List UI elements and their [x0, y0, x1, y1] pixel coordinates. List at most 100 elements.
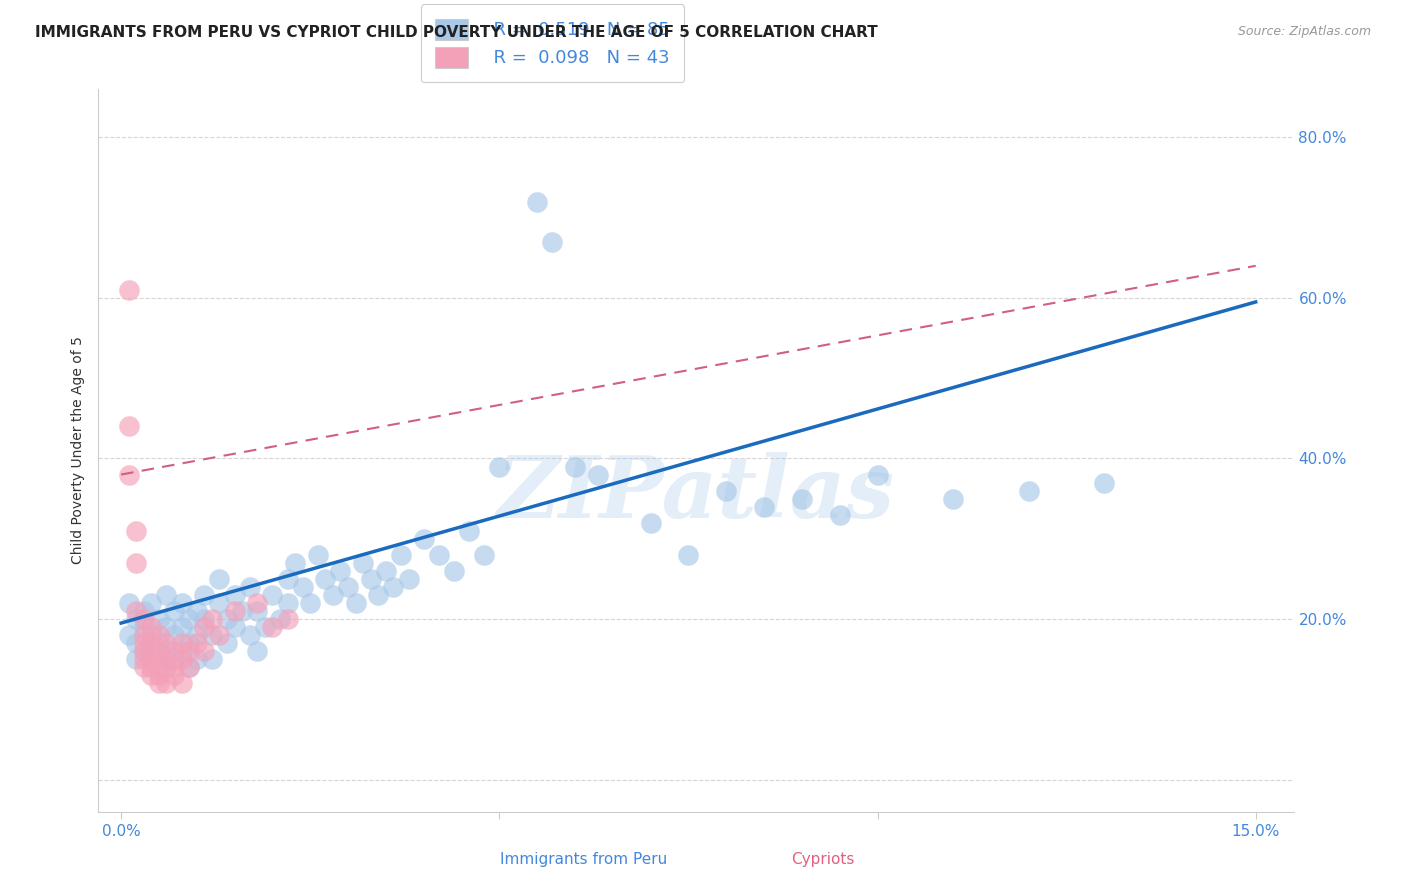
Point	[224, 604, 246, 618]
Point	[148, 628, 170, 642]
Point	[201, 612, 224, 626]
Point	[125, 556, 148, 570]
Point	[284, 556, 307, 570]
Point	[866, 467, 889, 482]
Point	[179, 636, 201, 650]
Point	[179, 660, 201, 674]
Point	[443, 564, 465, 578]
Point	[148, 676, 170, 690]
Point	[828, 508, 851, 522]
Point	[170, 652, 193, 666]
Point	[231, 604, 253, 618]
Point	[148, 668, 170, 682]
Point	[224, 588, 246, 602]
Point	[148, 612, 170, 626]
Point	[155, 652, 177, 666]
Point	[170, 620, 193, 634]
Point	[163, 668, 186, 682]
Point	[179, 644, 201, 658]
Point	[541, 235, 564, 249]
Point	[208, 596, 231, 610]
Point	[412, 532, 434, 546]
Point	[148, 644, 170, 658]
Point	[382, 580, 405, 594]
Point	[640, 516, 662, 530]
Text: Source: ZipAtlas.com: Source: ZipAtlas.com	[1237, 25, 1371, 38]
Point	[564, 459, 586, 474]
Point	[148, 636, 170, 650]
Point	[118, 419, 141, 434]
Point	[458, 524, 481, 538]
Point	[322, 588, 344, 602]
Point	[148, 660, 170, 674]
Point	[374, 564, 396, 578]
Point	[208, 628, 231, 642]
Point	[193, 644, 215, 658]
Point	[276, 612, 298, 626]
Point	[360, 572, 382, 586]
Point	[276, 572, 298, 586]
Point	[118, 596, 141, 610]
Text: Cypriots: Cypriots	[790, 852, 855, 867]
Point	[148, 652, 170, 666]
Point	[179, 612, 201, 626]
Point	[125, 612, 148, 626]
Point	[163, 644, 186, 658]
Point	[118, 283, 141, 297]
Point	[201, 652, 224, 666]
Point	[132, 612, 155, 626]
Point	[224, 620, 246, 634]
Point	[314, 572, 336, 586]
Point	[427, 548, 450, 562]
Point	[141, 628, 163, 642]
Point	[262, 588, 284, 602]
Point	[215, 612, 238, 626]
Point	[132, 636, 155, 650]
Point	[239, 580, 262, 594]
Point	[193, 588, 215, 602]
Point	[141, 652, 163, 666]
Point	[246, 604, 269, 618]
Point	[132, 652, 155, 666]
Point	[1094, 475, 1116, 490]
Legend:   R =  0.519   N = 85,   R =  0.098   N = 43: R = 0.519 N = 85, R = 0.098 N = 43	[420, 4, 685, 82]
Point	[170, 596, 193, 610]
Point	[752, 500, 775, 514]
Point	[125, 636, 148, 650]
Point	[132, 604, 155, 618]
Point	[942, 491, 965, 506]
Point	[125, 524, 148, 538]
Point	[155, 620, 177, 634]
Point	[132, 644, 155, 658]
Point	[344, 596, 367, 610]
Point	[307, 548, 329, 562]
Point	[125, 652, 148, 666]
Point	[246, 596, 269, 610]
Point	[155, 636, 177, 650]
Point	[118, 628, 141, 642]
Point	[125, 604, 148, 618]
Point	[141, 660, 163, 674]
Point	[526, 194, 548, 209]
Point	[239, 628, 262, 642]
Point	[163, 660, 186, 674]
Point	[141, 668, 163, 682]
Y-axis label: Child Poverty Under the Age of 5: Child Poverty Under the Age of 5	[70, 336, 84, 565]
Point	[186, 604, 208, 618]
Point	[269, 612, 291, 626]
Point	[163, 604, 186, 618]
Point	[716, 483, 738, 498]
Point	[246, 644, 269, 658]
Point	[132, 644, 155, 658]
Point	[398, 572, 420, 586]
Point	[155, 676, 177, 690]
Point	[193, 620, 215, 634]
Point	[132, 628, 155, 642]
Point	[329, 564, 352, 578]
Point	[132, 620, 155, 634]
Point	[141, 596, 163, 610]
Point	[170, 636, 193, 650]
Point	[472, 548, 495, 562]
Point	[488, 459, 510, 474]
Point	[291, 580, 314, 594]
